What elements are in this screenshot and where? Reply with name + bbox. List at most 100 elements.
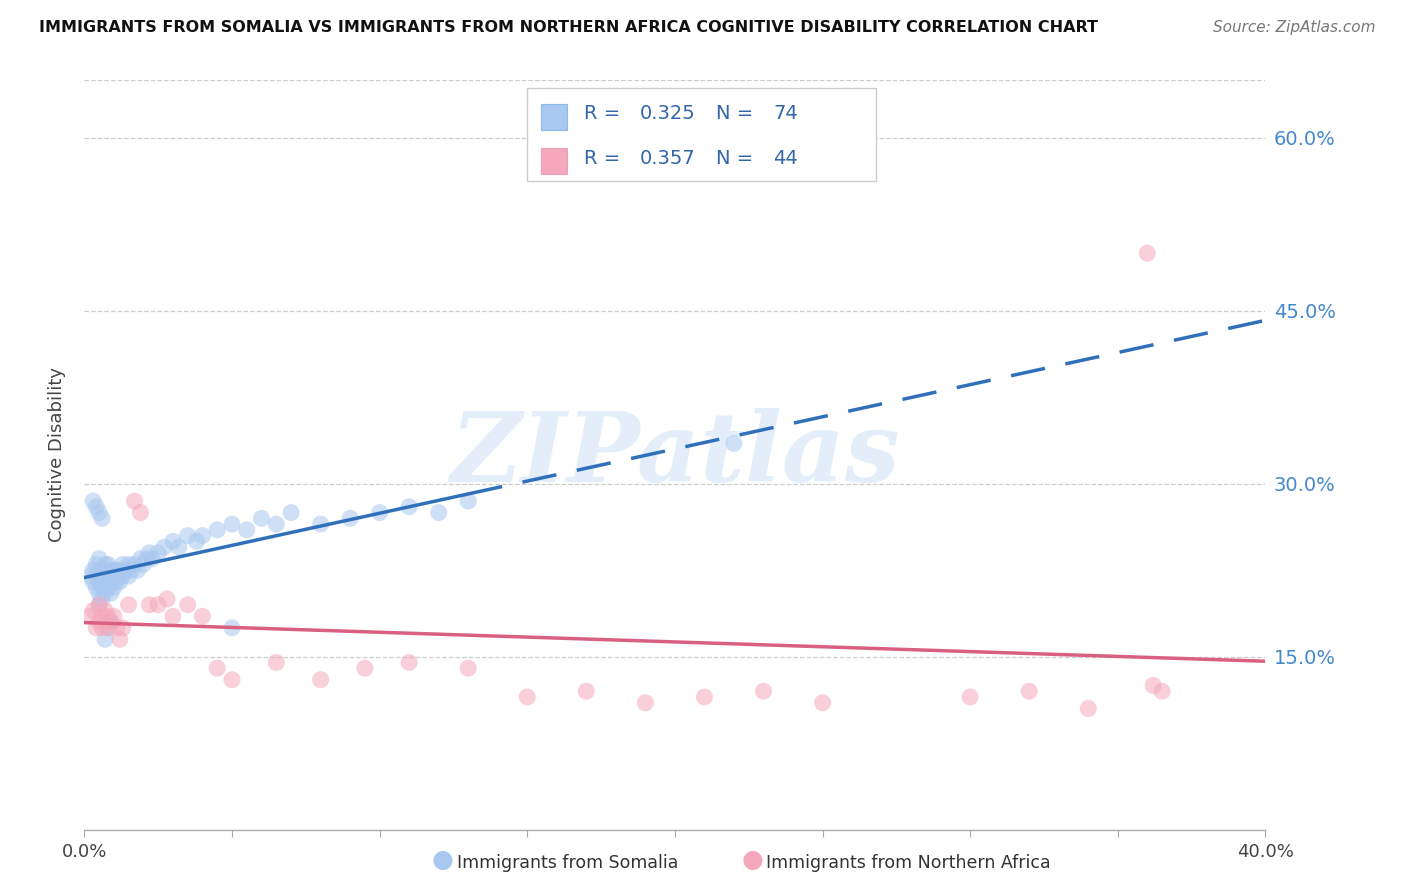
Point: [82, 603, 104, 617]
Point: [118, 598, 141, 612]
Point: [84, 569, 107, 583]
Point: [94, 569, 117, 583]
Text: R =: R =: [583, 148, 627, 168]
Point: [111, 621, 134, 635]
Point: [91, 569, 114, 583]
Point: [87, 615, 111, 629]
Point: [207, 523, 229, 537]
Point: [250, 511, 273, 525]
Point: [84, 558, 107, 572]
Point: [1136, 246, 1159, 260]
Point: [575, 684, 598, 698]
Point: [1142, 678, 1164, 692]
Point: [124, 494, 146, 508]
Point: [221, 517, 243, 532]
Point: [221, 621, 243, 635]
Point: [103, 609, 125, 624]
Point: [127, 563, 149, 577]
Point: [135, 551, 157, 566]
Point: [105, 621, 128, 635]
Point: [97, 574, 120, 589]
Point: [138, 546, 160, 560]
Text: ●: ●: [741, 848, 763, 872]
Point: [153, 540, 176, 554]
Text: N =: N =: [716, 104, 759, 123]
Point: [191, 609, 214, 624]
Point: [87, 506, 111, 520]
Point: [398, 656, 420, 670]
Point: [132, 558, 155, 572]
Point: [156, 592, 179, 607]
Text: 74: 74: [773, 104, 797, 123]
Point: [87, 598, 111, 612]
Point: [138, 598, 160, 612]
Point: [91, 621, 114, 635]
Point: [91, 511, 114, 525]
Point: [309, 517, 332, 532]
Point: [87, 574, 111, 589]
Point: [111, 569, 134, 583]
Point: [177, 598, 200, 612]
Point: [129, 551, 152, 566]
Point: [94, 615, 117, 629]
Point: [105, 563, 128, 577]
FancyBboxPatch shape: [527, 87, 876, 181]
Point: [266, 517, 288, 532]
Point: [100, 574, 122, 589]
Point: [309, 673, 332, 687]
FancyBboxPatch shape: [541, 147, 568, 174]
Point: [457, 494, 479, 508]
Point: [100, 615, 122, 629]
Point: [516, 690, 538, 704]
Point: [162, 534, 184, 549]
Point: [84, 621, 107, 635]
Point: [97, 621, 120, 635]
Point: [114, 563, 136, 577]
Point: [103, 569, 125, 583]
Point: [266, 656, 288, 670]
Text: R =: R =: [583, 104, 627, 123]
Point: [368, 506, 391, 520]
Point: [87, 551, 111, 566]
Text: ●: ●: [432, 848, 454, 872]
Point: [752, 684, 775, 698]
Point: [97, 621, 120, 635]
Point: [118, 558, 141, 572]
Point: [87, 598, 111, 612]
Point: [100, 615, 122, 629]
Point: [97, 558, 120, 572]
Point: [108, 574, 131, 589]
Text: Source: ZipAtlas.com: Source: ZipAtlas.com: [1212, 20, 1375, 35]
Point: [97, 581, 120, 595]
Text: 0.325: 0.325: [640, 104, 695, 123]
Point: [97, 609, 120, 624]
Point: [457, 661, 479, 675]
Point: [148, 598, 170, 612]
Point: [1018, 684, 1040, 698]
Point: [207, 661, 229, 675]
Point: [91, 581, 114, 595]
Point: [634, 696, 657, 710]
Point: [87, 586, 111, 600]
Point: [108, 563, 131, 577]
Text: N =: N =: [716, 148, 759, 168]
Point: [118, 569, 141, 583]
Point: [280, 506, 302, 520]
Point: [87, 563, 111, 577]
Point: [100, 586, 122, 600]
Point: [811, 696, 834, 710]
Text: IMMIGRANTS FROM SOMALIA VS IMMIGRANTS FROM NORTHERN AFRICA COGNITIVE DISABILITY : IMMIGRANTS FROM SOMALIA VS IMMIGRANTS FR…: [39, 20, 1098, 35]
Point: [1150, 684, 1173, 698]
Point: [94, 603, 117, 617]
Point: [97, 569, 120, 583]
Point: [79, 569, 101, 583]
Point: [84, 581, 107, 595]
Text: ZIPatlas: ZIPatlas: [450, 408, 900, 502]
Point: [167, 540, 190, 554]
Point: [693, 690, 716, 704]
Point: [339, 511, 361, 525]
Point: [105, 574, 128, 589]
Point: [186, 534, 208, 549]
Point: [148, 546, 170, 560]
Point: [94, 586, 117, 600]
